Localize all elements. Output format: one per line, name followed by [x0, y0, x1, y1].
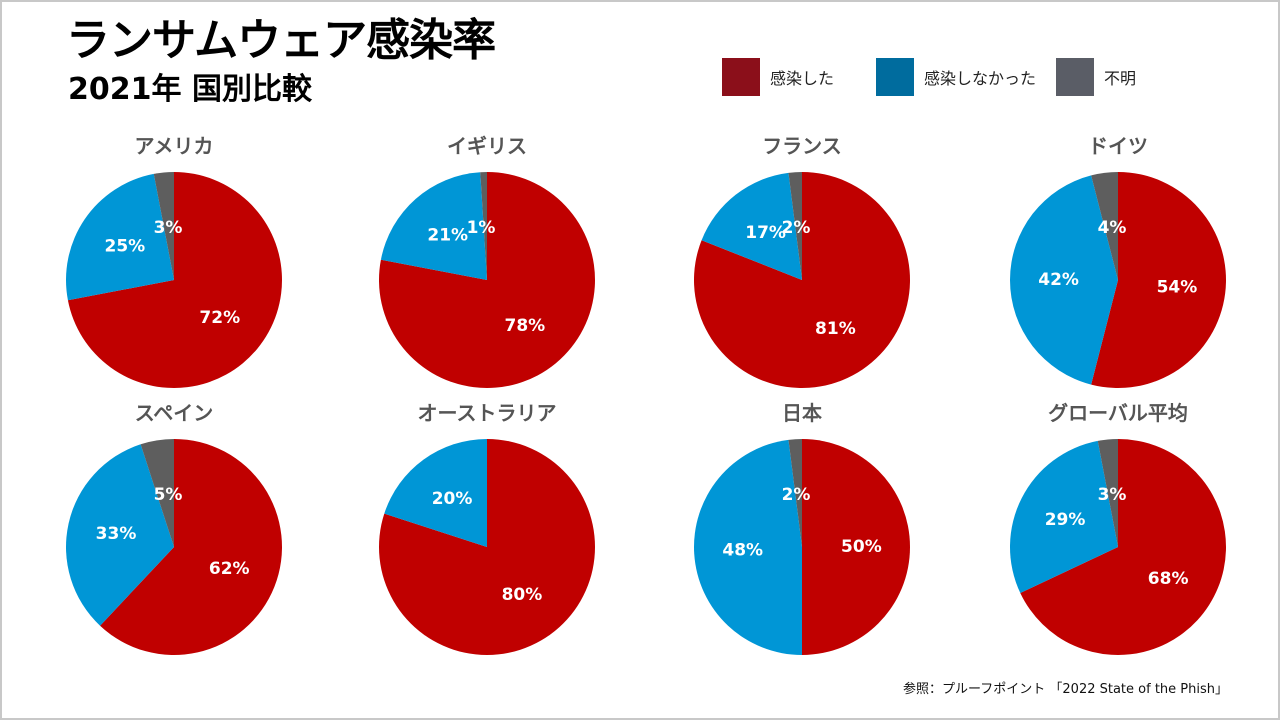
- pie-slice-unknown: [788, 172, 802, 280]
- pie-chart-7: グローバル平均 68% 29% 3%: [988, 397, 1248, 667]
- pie-slice-not-infected: [1010, 175, 1118, 385]
- pie-chart-title: オーストラリア: [417, 401, 557, 425]
- pie-slice-unknown: [1091, 172, 1118, 280]
- pie-slice-unknown: [1097, 439, 1118, 547]
- legend-item-infected: 感染した: [722, 58, 834, 96]
- pie-label-not-infected: 29%: [1045, 510, 1086, 530]
- pie-chart-0: アメリカ 72% 25% 3%: [44, 130, 304, 400]
- pie-label-infected: 81%: [815, 319, 856, 339]
- page-subtitle: 2021年 国別比較: [68, 72, 312, 107]
- pie-slice-not-infected: [384, 439, 487, 547]
- page-title: ランサムウェア感染率: [66, 15, 496, 66]
- legend-item-not-infected: 感染しなかった: [876, 58, 1036, 96]
- pie-slice-not-infected: [1010, 440, 1118, 593]
- pie-label-unknown: 1%: [467, 218, 496, 238]
- pie-chart-3: ドイツ 54% 42% 4%: [988, 130, 1248, 400]
- pie-label-unknown: 3%: [154, 218, 183, 238]
- pie-chart-1: イギリス 78% 21% 1%: [357, 130, 617, 400]
- pie-label-not-infected: 42%: [1038, 270, 1079, 290]
- pie-chart-svg: 80% 20%: [379, 439, 595, 655]
- pie-chart-title: フランス: [762, 134, 842, 158]
- pie-label-unknown: 2%: [782, 218, 811, 238]
- legend-label-infected: 感染した: [770, 69, 835, 88]
- pie-label-unknown: 5%: [154, 485, 183, 505]
- pie-chart-svg: 54% 42% 4%: [1010, 172, 1226, 388]
- legend-swatch-not-infected: [876, 58, 914, 96]
- pie-chart-title: 日本: [782, 401, 822, 425]
- pie-chart-title: グローバル平均: [1048, 401, 1188, 425]
- pie-slice-not-infected: [66, 444, 174, 626]
- pie-chart-svg: 72% 25% 3%: [66, 172, 282, 388]
- pie-label-not-infected: 48%: [722, 541, 763, 561]
- source-note: 参照：プルーフポイント 「2022 State of the Phish」: [903, 682, 1228, 697]
- pie-chart-svg: 68% 29% 3%: [1010, 439, 1226, 655]
- pie-label-unknown: 3%: [1098, 485, 1127, 505]
- pie-label-infected: 72%: [199, 308, 240, 328]
- pie-label-not-infected: 21%: [427, 225, 468, 245]
- pie-slice-infected: [1091, 172, 1226, 388]
- pie-label-infected: 62%: [209, 559, 250, 579]
- pie-label-not-infected: 25%: [105, 237, 146, 257]
- pie-label-infected: 50%: [841, 537, 882, 557]
- pie-chart-4: スペイン 62% 33% 5%: [44, 397, 304, 667]
- pie-label-unknown: 4%: [1098, 218, 1127, 238]
- pie-chart-6: 日本 50% 48% 2%: [672, 397, 932, 667]
- pie-slice-infected: [67, 172, 282, 388]
- pie-chart-svg: 81% 17%2%: [694, 172, 910, 388]
- pie-slice-not-infected: [380, 172, 487, 280]
- pie-chart-svg: 62% 33% 5%: [66, 439, 283, 655]
- pie-label-not-infected: 17%: [745, 223, 786, 243]
- pie-slice-not-infected: [66, 173, 174, 301]
- pie-chart-title: アメリカ: [134, 134, 214, 158]
- pie-label-infected: 80%: [502, 585, 543, 605]
- pie-label-not-infected: 33%: [96, 524, 137, 544]
- pie-chart-2: フランス 81% 17% 2%: [672, 130, 932, 400]
- pie-slice-unknown: [480, 172, 487, 280]
- legend-swatch-infected: [722, 58, 760, 96]
- pie-chart-title: スペイン: [134, 401, 214, 425]
- pie-chart-title: イギリス: [447, 134, 527, 158]
- pie-chart-5: オーストラリア 80% 20%: [357, 397, 617, 667]
- pie-slice-infected: [802, 439, 910, 655]
- legend-label-not-infected: 感染しなかった: [924, 69, 1037, 88]
- pie-slice-not-infected: [701, 172, 802, 280]
- legend-label-unknown: 不明: [1104, 69, 1137, 88]
- pie-label-not-infected: 20%: [432, 489, 473, 509]
- pie-slice-unknown: [788, 439, 802, 547]
- pie-slice-infected: [1020, 439, 1226, 655]
- pie-label-infected: 78%: [505, 316, 546, 336]
- pie-chart-title: ドイツ: [1088, 134, 1148, 158]
- pie-slice-unknown: [153, 172, 174, 280]
- pie-label-unknown: 2%: [782, 485, 811, 505]
- pie-slice-infected: [100, 439, 283, 655]
- pie-slice-unknown: [140, 439, 174, 547]
- pie-label-infected: 68%: [1148, 569, 1189, 589]
- legend-item-unknown: 不明: [1056, 58, 1136, 96]
- legend-swatch-unknown: [1056, 58, 1094, 96]
- pie-chart-svg: 78% 21%1%: [379, 172, 595, 388]
- pie-slice-not-infected: [693, 439, 802, 655]
- pie-chart-svg: 50% 48% 2%: [693, 439, 910, 655]
- pie-label-infected: 54%: [1157, 277, 1198, 297]
